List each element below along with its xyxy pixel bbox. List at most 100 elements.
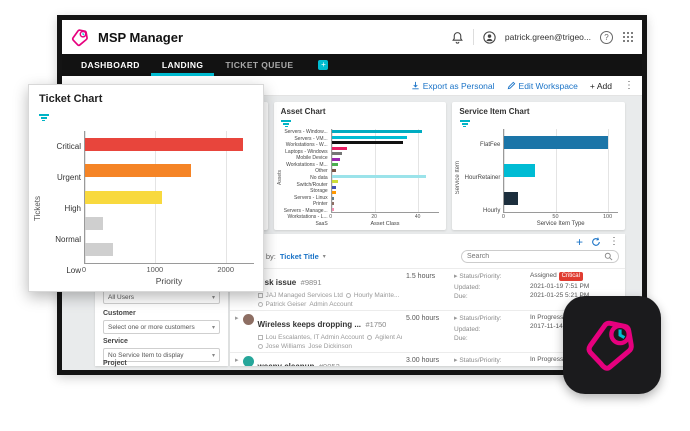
user-email[interactable]: patrick.green@trigeo... [504, 32, 591, 42]
add-button[interactable]: + Add [589, 80, 612, 91]
divider [472, 29, 474, 45]
status-label: Status/Priority: [459, 315, 502, 322]
status-value: Assigned [530, 272, 557, 279]
category-axis: Critical Urgent High Normal Low [55, 142, 81, 275]
ticket-id: #1750 [365, 320, 387, 329]
x-axis-label: Asset Class [370, 221, 400, 227]
y-axis-label: Service Item [455, 161, 462, 195]
asset-chart-title: Asset Chart [280, 107, 326, 116]
project-label: Project [103, 360, 127, 367]
due-value: 2021-01-25 5:21 PM [530, 292, 590, 299]
service-chart-title: Service Item Chart [459, 107, 530, 116]
contract-name: Agilent Admin Office [375, 334, 402, 341]
avatar [242, 314, 254, 325]
status-value: In Progress [530, 314, 564, 321]
toolbar-kebab-icon[interactable]: ⋮ [624, 79, 634, 91]
contact-icon [257, 344, 263, 349]
service-label: Service [103, 338, 128, 345]
ticket-chart-popup: Ticket Chart Tickets Critical Urgent High N… [28, 84, 264, 292]
titlebar: MSP Manager patrick.green@trigeo... ? [62, 20, 642, 54]
expand-chevron-icon: ▸ [454, 273, 458, 280]
add-tab-icon[interactable]: + [318, 60, 329, 70]
expand-chevron-icon: ▸ [454, 357, 458, 364]
avatar [242, 356, 254, 366]
tab-dashboard[interactable]: DASHBOARD [81, 60, 140, 70]
x-axis-label: Service Item Type [536, 221, 585, 227]
filter-icon[interactable] [38, 113, 49, 123]
updated-label: Updated: [454, 284, 481, 291]
user-icon [483, 30, 496, 44]
contact-name: Jose Williams [265, 343, 306, 350]
priority-badge: Critical [558, 272, 583, 281]
ticket-id: #9891 [300, 278, 322, 287]
updated-value: 2021-01-19 7:51 PM [530, 283, 590, 290]
app-grid-icon[interactable] [622, 31, 634, 43]
customer-select[interactable]: Select one or more customers ▾ [103, 320, 220, 334]
status-value: In Progress [530, 356, 564, 363]
company-icon [257, 335, 263, 340]
ticket-row[interactable]: ▸ Wireless keeps dropping ... #1750 Lou … [230, 310, 625, 352]
x-axis-label: Priority [155, 276, 183, 286]
service-item-chart-card: Service Item Chart Service Item FlatFee H… [452, 102, 626, 230]
search-input[interactable] [467, 253, 604, 260]
help-icon[interactable]: ? [600, 30, 613, 44]
contract-icon [367, 335, 373, 340]
location-name: Admin Account [309, 301, 353, 308]
filter-icon[interactable] [459, 119, 470, 129]
edit-workspace-button[interactable]: Edit Workspace [507, 81, 578, 91]
chevron-down-icon: ▾ [322, 254, 326, 260]
status-label: Status/Priority: [459, 273, 502, 280]
filter-icon[interactable] [281, 119, 292, 129]
contact-name: Patrick Geiser [265, 301, 307, 308]
tab-ticket-queue[interactable]: TICKET QUEUE [225, 60, 294, 70]
ticket-title[interactable]: disk issue [257, 278, 297, 287]
ticket-hours: 5.00 hours [406, 315, 440, 322]
contract-name: Hourly Mainte... [353, 292, 400, 299]
category-axis: Servers - Window... Servers - VM... Workst… [283, 129, 328, 227]
ticket-id: #9052 [319, 362, 340, 366]
due-label: Due: [454, 335, 468, 342]
expand-chevron-icon[interactable]: ▸ [235, 357, 239, 364]
chevron-down-icon: ▾ [211, 324, 215, 331]
ticket-hours: 3.00 hours [406, 357, 440, 364]
company-name: Lou Escalantes, IT Admin Account [265, 334, 365, 341]
due-label: Due: [454, 293, 468, 300]
ticket-title[interactable]: Wireless keeps dropping ... [257, 320, 362, 329]
service-select[interactable]: No Service Item to display ▾ [103, 348, 220, 362]
ticket-title[interactable]: weeny cleanup [258, 362, 315, 366]
search-icon [604, 252, 613, 261]
x-axis-ticks: 0 1000 2000 [81, 265, 234, 274]
expand-chevron-icon[interactable]: ▸ [235, 315, 239, 322]
tab-landing[interactable]: LANDING [151, 54, 215, 76]
ticket-chart-title: Ticket Chart [39, 93, 103, 105]
list-kebab-icon[interactable]: ⋮ [609, 236, 619, 247]
plus-icon: + [589, 80, 595, 91]
refresh-icon[interactable] [591, 237, 601, 247]
customer-label: Customer [103, 310, 136, 317]
msp-manager-brand-badge [563, 296, 661, 394]
export-as-personal-button[interactable]: Export as Personal [411, 81, 495, 91]
category-axis: FlatFee HourRetainer Hourly [464, 142, 501, 214]
contract-icon [345, 293, 351, 298]
contact-icon [257, 302, 263, 307]
sort-value: Ticket Title [279, 252, 319, 261]
msp-manager-logo-icon [71, 28, 88, 46]
app-title: MSP Manager [98, 29, 184, 45]
y-axis-label: Tickets [33, 195, 42, 222]
x-axis-ticks: 0 50 100 [501, 214, 613, 220]
company-name: JAJ Managed Services Ltd [265, 292, 343, 299]
add-ticket-icon[interactable]: + [575, 235, 583, 249]
asset-plot-area [330, 129, 440, 213]
ticket-row[interactable]: ▸ disk issue #9891 JAJ Managed Services … [230, 268, 625, 310]
users-select[interactable]: All Users ▾ [103, 290, 220, 304]
bell-icon[interactable] [451, 31, 464, 44]
ticket-hours: 1.5 hours [406, 273, 436, 280]
y-axis-label: Assets [276, 170, 283, 186]
expand-chevron-icon: ▸ [454, 315, 458, 322]
chevron-down-icon: ▾ [211, 352, 215, 359]
updated-value: 2017-11-14 5:04 PM [530, 323, 589, 330]
ticket-list-card: + ⋮ Sort by: Ticket Title ▾ [230, 234, 625, 366]
download-icon [412, 81, 419, 90]
msp-manager-logo-icon [586, 320, 634, 371]
pencil-icon [507, 81, 515, 90]
